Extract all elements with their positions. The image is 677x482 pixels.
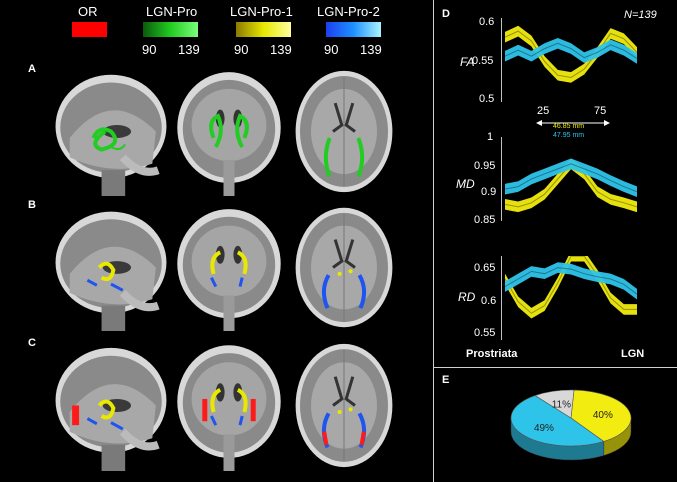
legend-label-lgn-pro: LGN-Pro	[146, 4, 198, 19]
x-tick-75: 75	[594, 105, 607, 117]
legend-max-lgn-pro-1: 139	[270, 42, 292, 57]
md-axis-label: MD	[456, 177, 475, 191]
pie-label-49pct: 49%	[534, 423, 554, 434]
legend-colorbar-lgn-pro	[143, 22, 198, 37]
fa-line-lgn-pro-2	[504, 42, 638, 59]
legend-label-or: OR	[78, 4, 98, 19]
brain-sagittal-lgn-pro	[52, 67, 170, 196]
legend-label-lgn-pro-1: LGN-Pro-1	[230, 4, 293, 19]
legend-colorbar-lgn-pro-2	[326, 22, 381, 37]
md-line-lgn-pro-2	[504, 163, 638, 193]
x-tick-25: 25	[537, 105, 550, 117]
brain-coronal-lgn-pro	[174, 67, 284, 196]
md-band-lgn-pro-1	[505, 158, 637, 213]
legend-max-lgn-pro: 139	[178, 42, 200, 57]
length-label-pro-2: 47.95 mm	[553, 132, 585, 139]
fa-series-lgn-pro-1	[504, 25, 638, 83]
proportion-pie-chart: 40% 49% 11%	[510, 389, 632, 461]
md-tick-0.9: 0.9	[481, 186, 497, 198]
md-band-lgn-pro-2	[505, 158, 637, 197]
fa-band-lgn-pro-2	[505, 37, 637, 64]
rd-axis-label: RD	[458, 290, 476, 304]
pie-slice-49pct	[510, 395, 605, 447]
pie-label-11pct: 11%	[552, 399, 571, 410]
panel-label-e: E	[442, 374, 450, 386]
rd-series-lgn-pro-2	[504, 262, 638, 300]
rd-tick-0.6: 0.6	[481, 295, 497, 307]
rd-profile-plot	[501, 256, 638, 340]
fa-tick-0.5: 0.5	[479, 93, 495, 105]
legend-swatch-or	[72, 22, 107, 37]
rd-line-lgn-pro-1	[504, 256, 637, 314]
md-tick-0.95: 0.95	[474, 160, 496, 172]
fa-tick-0.55: 0.55	[472, 55, 494, 67]
legend-min-lgn-pro: 90	[142, 42, 157, 57]
fa-axis-label: FA	[460, 55, 475, 69]
brain-sagittal-with-or	[52, 340, 170, 471]
fa-profile-plot	[501, 18, 638, 102]
panel-label-b: B	[28, 199, 36, 211]
pie-slice-11pct	[534, 389, 575, 419]
sample-size-label: N=139	[624, 9, 657, 21]
x-axis-end-label: LGN	[621, 348, 645, 360]
rd-band-lgn-pro-2	[505, 262, 637, 300]
rd-band-lgn-pro-1	[505, 256, 637, 319]
md-tick-0.85: 0.85	[474, 214, 496, 226]
rd-tick-0.55: 0.55	[474, 327, 496, 339]
brain-coronal-lgn-pro-subdivided	[174, 204, 284, 331]
md-profile-plot	[501, 137, 638, 221]
legend-label-lgn-pro-2: LGN-Pro-2	[317, 4, 380, 19]
rd-line-lgn-pro-2	[504, 267, 638, 295]
legend-min-lgn-pro-1: 90	[234, 42, 249, 57]
panel-divider-vertical	[433, 0, 434, 482]
panel-divider-horizontal	[433, 367, 677, 368]
panel-label-d: D	[442, 8, 450, 20]
brain-axial-with-or	[289, 340, 399, 471]
fa-line-lgn-pro-1	[504, 30, 638, 79]
length-label-pro-1: 46.85 mm	[553, 123, 585, 130]
fa-tick-0.6: 0.6	[479, 16, 495, 28]
legend-colorbar-lgn-pro-1	[236, 22, 291, 37]
fa-band-lgn-pro-1	[505, 25, 637, 83]
panel-label-a: A	[28, 63, 36, 75]
x-axis-start-label: Prostriata	[466, 348, 518, 360]
rd-tick-0.65: 0.65	[474, 262, 496, 274]
fa-series-lgn-pro-2	[504, 37, 638, 64]
panel-label-c: C	[28, 337, 36, 349]
brain-coronal-with-or	[174, 340, 284, 471]
legend-min-lgn-pro-2: 90	[324, 42, 339, 57]
brain-axial-lgn-pro-subdivided	[289, 204, 399, 331]
rd-series-lgn-pro-1	[504, 256, 637, 319]
pie-label-40pct: 40%	[593, 410, 613, 421]
length-arrow	[536, 120, 610, 126]
brain-axial-lgn-pro	[289, 67, 399, 196]
md-tick-1: 1	[487, 131, 494, 143]
legend-max-lgn-pro-2: 139	[360, 42, 382, 57]
md-series-lgn-pro-2	[504, 158, 638, 197]
brain-sagittal-lgn-pro-subdivided	[52, 204, 170, 331]
